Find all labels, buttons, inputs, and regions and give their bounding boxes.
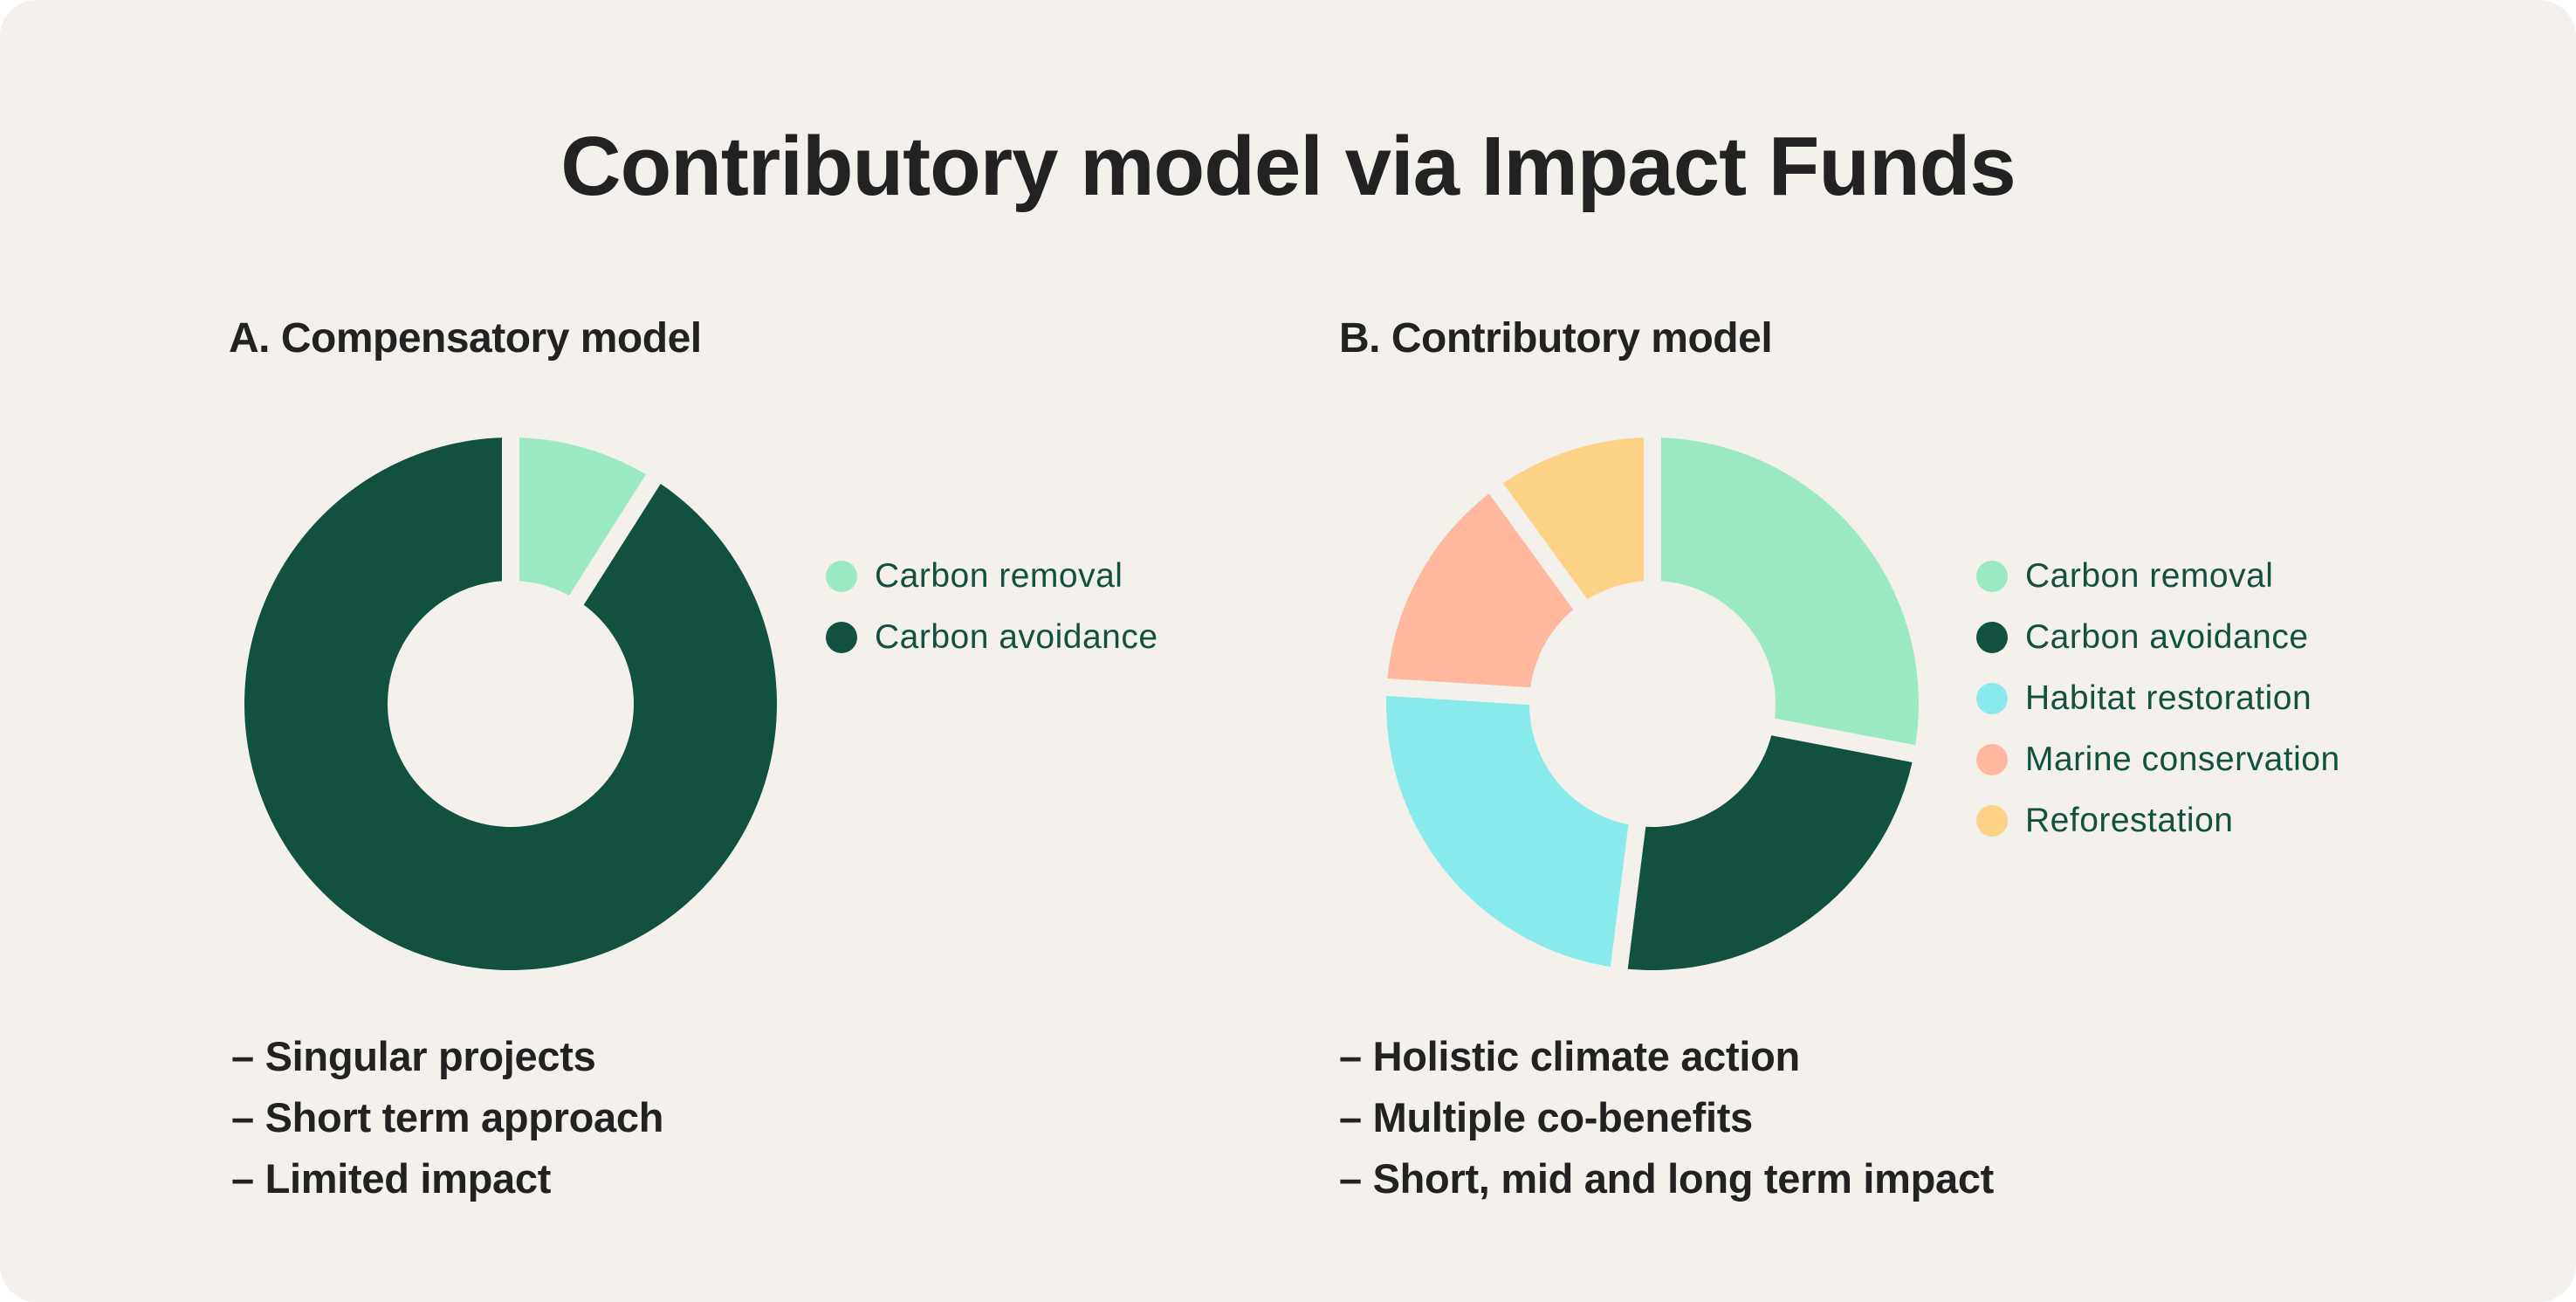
legend-dot-icon [1976, 561, 2008, 592]
donut-segment-carbon-avoidance [244, 437, 777, 970]
legend-dot-icon [826, 622, 857, 653]
legend-dot-icon [1976, 805, 2008, 837]
legend-dot-icon [1976, 622, 2008, 653]
bullet-item: – Short, mid and long term impact [1339, 1155, 1995, 1202]
bullet-item: – Limited impact [231, 1155, 552, 1202]
bullet-item: – Singular projects [231, 1033, 596, 1079]
bullet-item: – Multiple co-benefits [1339, 1094, 1753, 1140]
legend-item-carbon-removal: Carbon removal [826, 555, 1158, 617]
legend-dot-icon [1976, 744, 2008, 775]
bullet-item: – Short term approach [231, 1094, 664, 1140]
legend-label: Carbon avoidance [875, 618, 1158, 656]
legend-item-carbon-removal: Carbon removal [1976, 555, 2340, 617]
panel-b-legend: Carbon removal Carbon avoidance Habitat … [1976, 555, 2340, 861]
legend-label: Carbon removal [2025, 557, 2274, 595]
legend-item-habitat-restoration: Habitat restoration [1976, 678, 2340, 739]
segment-gap [1768, 717, 1920, 763]
contributory-donut-chart [1382, 434, 1920, 973]
panel-b-bullets: – Holistic climate action – Multiple co-… [1339, 1030, 1994, 1214]
legend-item-marine-conservation: Marine conservation [1976, 739, 2340, 800]
legend-dot-icon [1976, 683, 2008, 714]
donut-segment-carbon-removal [1652, 437, 1919, 754]
legend-label: Carbon removal [875, 557, 1123, 595]
segment-gap [1610, 821, 1646, 973]
legend-dot-icon [826, 561, 857, 592]
legend-item-carbon-avoidance: Carbon avoidance [826, 617, 1158, 678]
page-title: Contributory model via Impact Funds [560, 120, 2016, 213]
donut-segment-reforestation [1495, 437, 1652, 604]
segment-gap [1487, 480, 1590, 613]
legend-item-reforestation: Reforestation [1976, 800, 2340, 861]
donut-segment-habitat-restoration [1386, 686, 1638, 968]
donut-segment-carbon-avoidance [1618, 727, 1914, 970]
donut-segment-carbon-removal [511, 437, 654, 600]
panel-a-heading: A. Compensatory model [229, 315, 702, 362]
compensatory-donut-chart [244, 434, 777, 970]
segment-gap [1382, 678, 1534, 706]
legend-label: Habitat restoration [2025, 679, 2312, 717]
panel-a-bullets: – Singular projects – Short term approac… [231, 1030, 663, 1214]
legend-label: Carbon avoidance [2025, 618, 2309, 656]
segment-gap [567, 471, 663, 608]
legend-item-carbon-avoidance: Carbon avoidance [1976, 617, 2340, 678]
legend-label: Marine conservation [2025, 741, 2340, 778]
panel-b-heading: B. Contributory model [1339, 315, 1773, 362]
panel-a-legend: Carbon removal Carbon avoidance [826, 555, 1158, 678]
legend-label: Reforestation [2025, 802, 2234, 839]
bullet-item: – Holistic climate action [1339, 1033, 1800, 1079]
